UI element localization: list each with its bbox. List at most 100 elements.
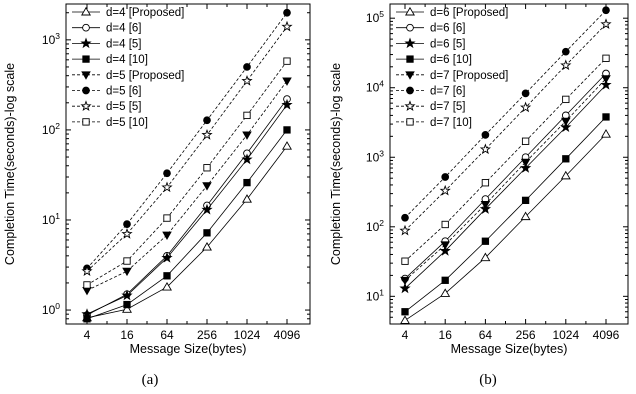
chart-panel-b: 4 16 64 256 1024 4096 101 102 103 104 105 Message S… bbox=[329, 3, 629, 388]
data-point bbox=[441, 276, 449, 284]
data-point bbox=[602, 6, 610, 15]
data-point bbox=[561, 47, 570, 56]
data-point bbox=[479, 143, 492, 155]
legend-entry: d=4 [5] bbox=[72, 37, 142, 50]
y-axis-label: Completion Time(seconds)-log scale bbox=[329, 63, 343, 265]
data-point bbox=[520, 211, 531, 221]
data-point bbox=[123, 300, 131, 309]
data-point bbox=[241, 75, 253, 86]
data-point bbox=[480, 252, 491, 262]
y-tick-label: 105 bbox=[366, 9, 384, 25]
data-point bbox=[201, 129, 213, 140]
series-d-5-10- bbox=[83, 57, 291, 289]
data-point bbox=[241, 153, 253, 165]
legend-label: d=7 [10] bbox=[430, 117, 472, 129]
series-d-4-5- bbox=[81, 98, 293, 319]
data-point bbox=[602, 54, 610, 62]
data-point bbox=[163, 169, 171, 178]
data-point bbox=[243, 178, 251, 187]
legend-entry: d=7 [10] bbox=[396, 117, 472, 129]
series-d-6-5- bbox=[399, 78, 612, 294]
data-point bbox=[401, 308, 409, 316]
data-point bbox=[283, 8, 291, 17]
data-point bbox=[123, 220, 131, 228]
data-point bbox=[481, 179, 490, 187]
legend-label: d=7 [5] bbox=[430, 101, 466, 113]
data-point bbox=[202, 182, 212, 191]
series-line bbox=[404, 133, 607, 321]
legend-marker bbox=[406, 55, 414, 63]
series-line bbox=[86, 104, 288, 315]
legend-marker bbox=[406, 23, 414, 32]
series-line bbox=[86, 98, 288, 316]
legend-entry: d=4 [10] bbox=[72, 54, 148, 66]
series-line bbox=[86, 12, 288, 269]
legend-marker bbox=[405, 6, 415, 16]
series-line bbox=[86, 145, 288, 319]
y-axis-label: Completion Time(seconds)-log scale bbox=[3, 63, 17, 265]
legend-entry: d=6 [6] bbox=[396, 23, 466, 35]
series-d-7-5- bbox=[399, 18, 612, 236]
legend-marker bbox=[81, 6, 91, 16]
data-point bbox=[562, 155, 570, 163]
series-line bbox=[404, 23, 607, 231]
series-d-5-proposed- bbox=[82, 77, 292, 296]
legend-entry: d=4 [Proposed] bbox=[72, 6, 184, 19]
data-point bbox=[480, 200, 491, 210]
x-tick-label: 64 bbox=[160, 328, 174, 342]
legend-marker bbox=[404, 37, 416, 49]
series-line bbox=[404, 73, 607, 279]
series-d-7-10- bbox=[401, 54, 610, 265]
x-axis-label: Message Size(bytes) bbox=[130, 342, 247, 356]
legend-label: d=5 [Proposed] bbox=[106, 70, 184, 82]
legend-label: d=6 [10] bbox=[430, 54, 472, 66]
legend-label: d=6 [5] bbox=[430, 38, 466, 50]
data-point bbox=[521, 196, 530, 205]
data-point bbox=[519, 101, 532, 113]
legend-entry: d=5 [5] bbox=[72, 100, 142, 113]
data-point bbox=[400, 315, 410, 324]
data-point bbox=[283, 126, 291, 134]
series-d-6-10- bbox=[401, 113, 610, 316]
series-line bbox=[86, 26, 288, 272]
legend-marker bbox=[82, 86, 90, 95]
data-point bbox=[562, 95, 570, 104]
legend-entry: d=5 [Proposed] bbox=[72, 70, 184, 82]
series-group bbox=[81, 8, 293, 323]
x-axis-ticks: 4 16 64 256 1024 4096 bbox=[402, 4, 620, 342]
data-point bbox=[399, 224, 411, 236]
legend-entry: d=6 [10] bbox=[396, 54, 472, 66]
series-d-4-6- bbox=[83, 95, 291, 319]
legend-label: d=5 [10] bbox=[106, 117, 148, 129]
legend-marker bbox=[82, 118, 90, 126]
legend-marker bbox=[404, 100, 416, 111]
y-tick-label: 103 bbox=[42, 31, 60, 47]
legend-entry: d=5 [6] bbox=[72, 86, 142, 98]
chart-panel-a: 4 16 64 256 1024 4096 100 101 102 103 Message Size… bbox=[3, 3, 311, 388]
x-tick-label: 4096 bbox=[274, 328, 301, 342]
panel-caption: (a) bbox=[142, 372, 159, 388]
data-point bbox=[201, 203, 213, 215]
legend-entry: d=5 [10] bbox=[72, 117, 148, 129]
x-tick-label: 4096 bbox=[593, 328, 620, 342]
legend-marker bbox=[406, 118, 414, 126]
data-point bbox=[401, 257, 409, 265]
data-point bbox=[83, 281, 91, 289]
data-point bbox=[281, 20, 293, 32]
y-tick-label: 101 bbox=[42, 211, 60, 227]
data-point bbox=[242, 131, 252, 140]
series-line bbox=[86, 60, 288, 286]
data-point bbox=[163, 272, 171, 280]
legend: d=6 [Proposed] d=6 [6] d=6 [5] d=6 [10] d=7 … bbox=[396, 6, 508, 129]
y-tick-label: 104 bbox=[366, 79, 384, 95]
data-point bbox=[481, 131, 490, 139]
legend-entry: d=6 [5] bbox=[396, 37, 466, 50]
data-point bbox=[521, 137, 530, 145]
x-tick-label: 1024 bbox=[552, 328, 579, 342]
series-line bbox=[404, 9, 607, 219]
data-point bbox=[519, 162, 532, 173]
y-tick-label: 100 bbox=[42, 301, 60, 317]
data-point bbox=[281, 98, 293, 110]
data-point bbox=[561, 117, 571, 127]
legend-entry: d=6 [Proposed] bbox=[396, 6, 508, 19]
